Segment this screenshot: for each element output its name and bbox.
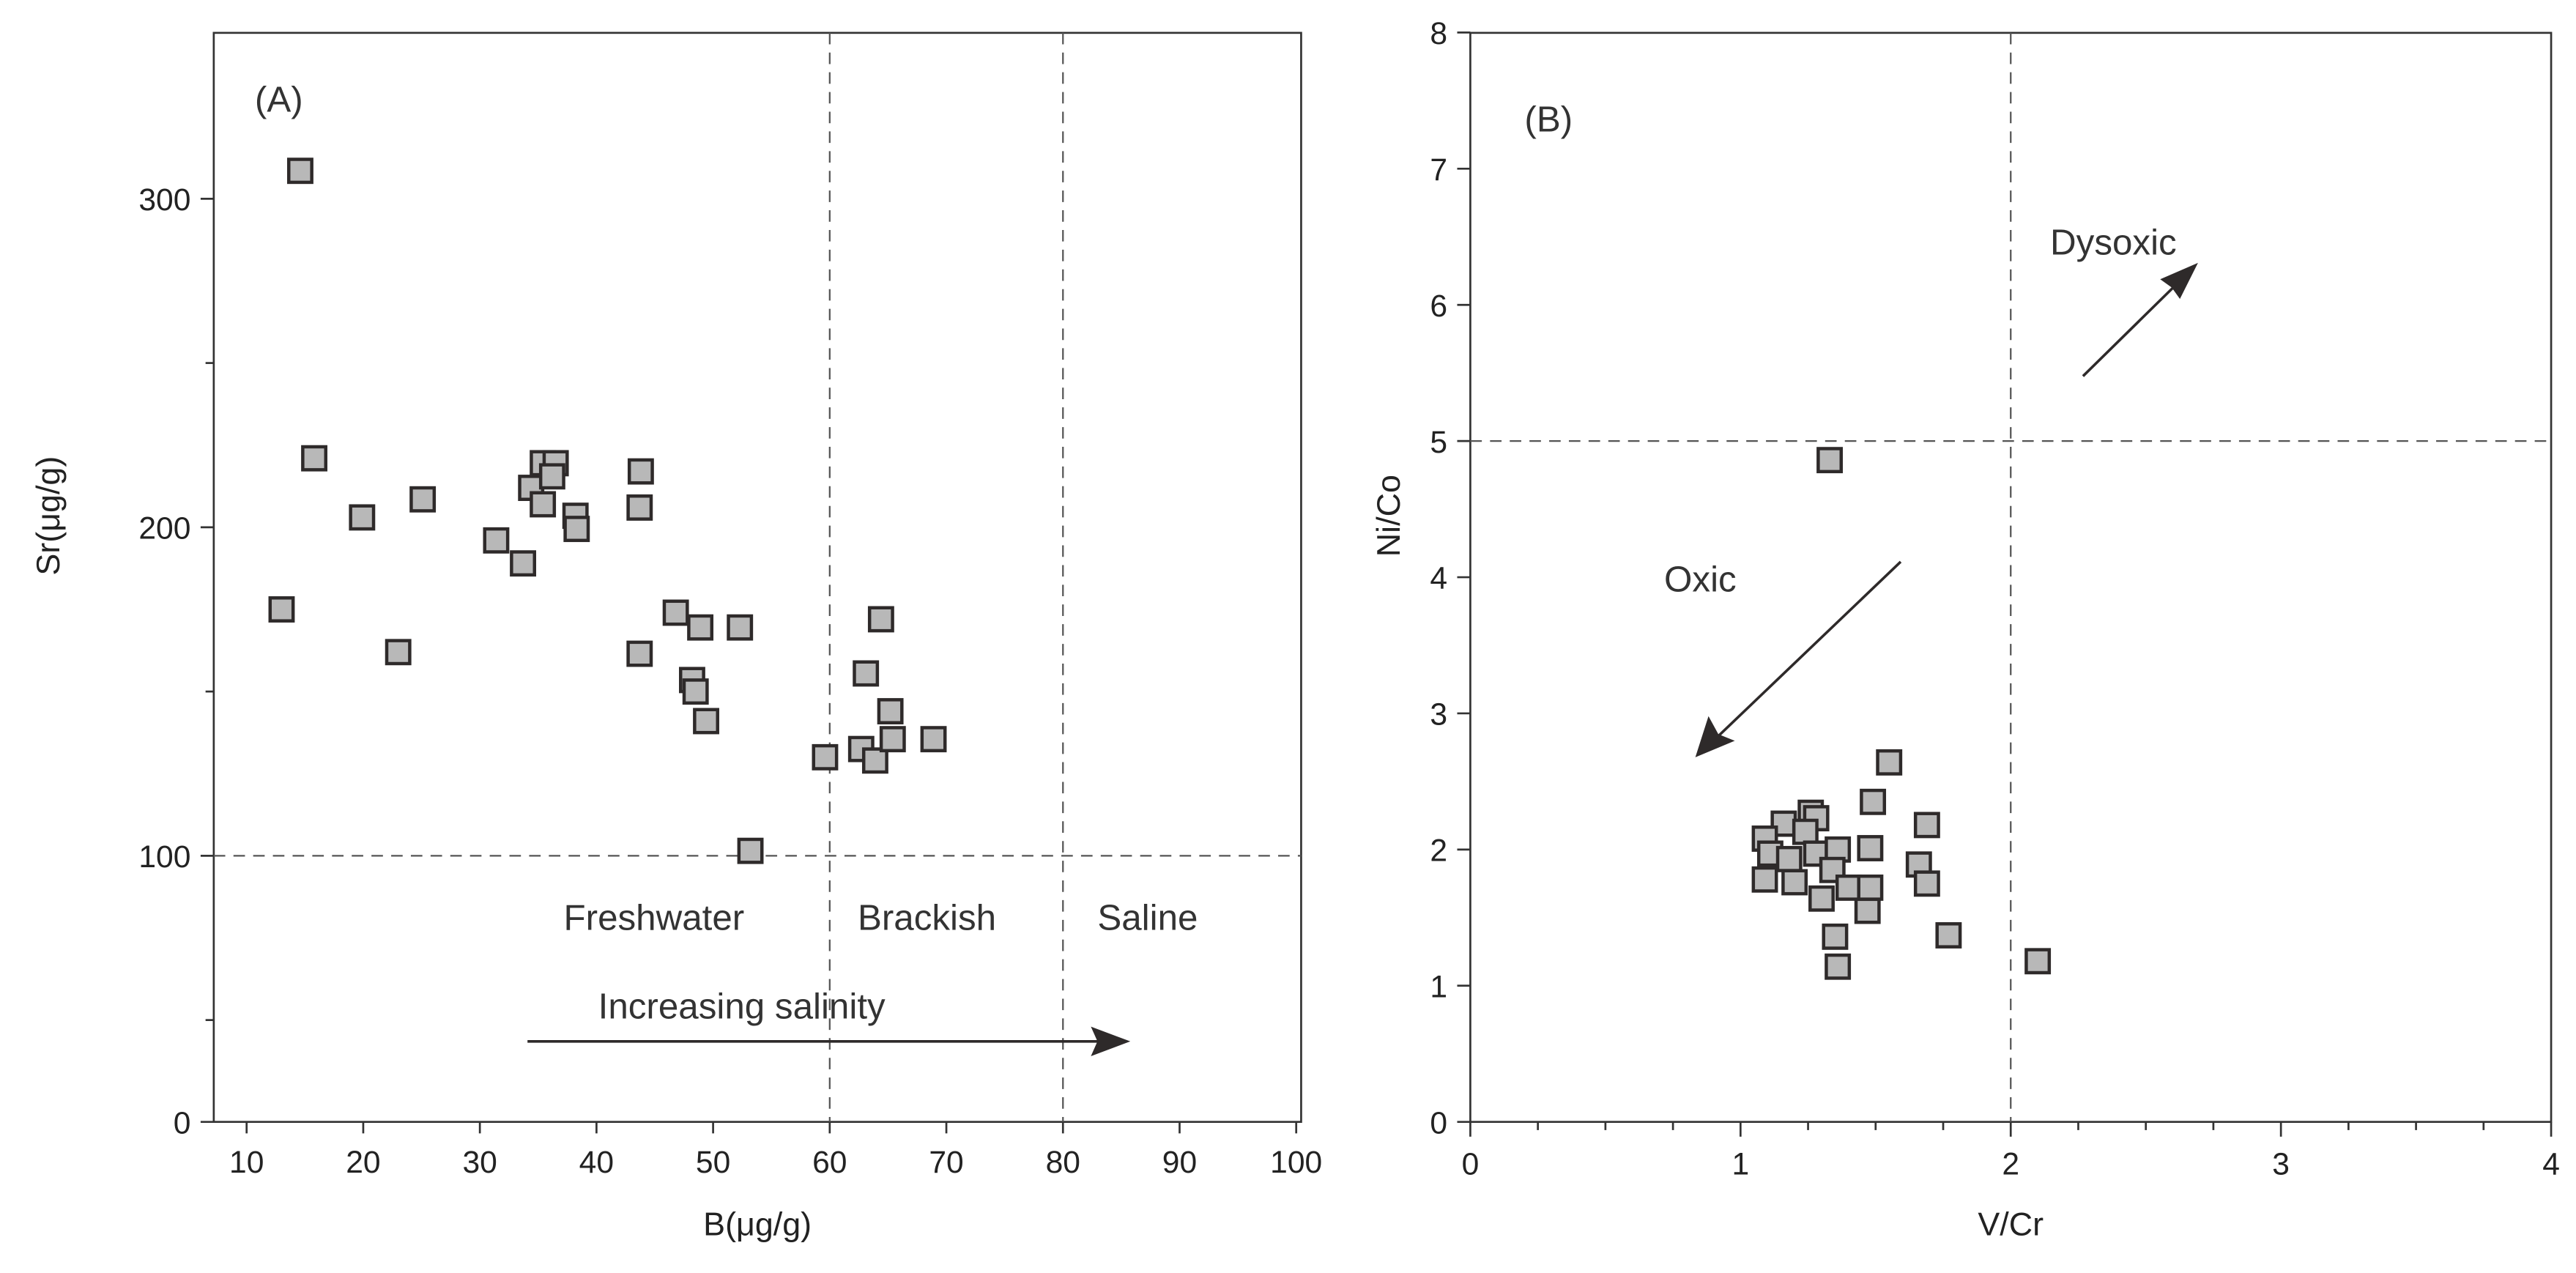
panel-b-data-point	[1857, 835, 1884, 861]
panel-b-data-point	[1913, 870, 1940, 897]
panel-a-data-point	[879, 726, 906, 753]
brackish-label: Brackish	[858, 897, 996, 938]
panel-b-data-point	[1835, 874, 1862, 901]
panel-b-y-tick-label: 4	[1430, 561, 1447, 596]
panel-a-x-tick-label: 80	[1046, 1145, 1080, 1180]
panel-a-x-tick-label: 100	[1270, 1145, 1322, 1180]
panel-b-data-point	[1751, 866, 1778, 893]
panel-a-data-point	[563, 516, 590, 543]
panel-a-data-point	[626, 494, 653, 521]
panel-b-data-point	[1825, 953, 1852, 980]
panel-a-data-point	[530, 491, 557, 518]
panel-a-data-point	[861, 747, 888, 774]
panel-b-x-tick-label: 4	[2542, 1146, 2560, 1181]
panel-b-y-tick-label: 6	[1430, 289, 1447, 324]
panel-a-x-tick-label: 70	[929, 1145, 963, 1180]
panel-b-reference-lines	[1470, 32, 2552, 1122]
dysoxic-label: Dysoxic	[2050, 223, 2177, 263]
panel-a-data-point	[349, 504, 376, 531]
freshwater-label: Freshwater	[564, 897, 745, 938]
panel-a-data-point	[627, 458, 654, 485]
panel-b-x-tick-label: 2	[2002, 1146, 2019, 1181]
panel-a-data-point	[687, 614, 714, 641]
oxic-label: Oxic	[1664, 559, 1737, 599]
panel-a-x-tick-label: 20	[346, 1145, 380, 1180]
panel-b-y-tick-label: 0	[1430, 1105, 1447, 1140]
panel-a-y-tick-label: 200	[138, 511, 190, 546]
panel-b-data-point	[2024, 948, 2052, 975]
panel-a-x-tick-label: 60	[812, 1145, 847, 1180]
panel-a-x-axis-title: B(μg/g)	[703, 1205, 812, 1242]
panel-a-data-point	[662, 599, 689, 626]
panel-a-data-point	[737, 837, 764, 864]
panel-a-data-point	[268, 596, 295, 623]
panel-a-data-point	[867, 606, 894, 633]
panel-a-data-point	[812, 743, 839, 771]
panel-a-x-tick-label: 30	[462, 1145, 497, 1180]
panel-b-data-point	[1781, 869, 1808, 896]
panel-a-x-tick-label: 50	[696, 1145, 730, 1180]
panel-b-data-point	[1854, 897, 1881, 924]
panel-a-x-tick-label: 10	[229, 1145, 264, 1180]
panel-b-x-tick-label: 0	[1462, 1146, 1480, 1181]
panel-b-data-point	[1775, 845, 1803, 872]
panel-a-data-point	[287, 157, 313, 185]
saline-label: Saline	[1097, 897, 1198, 938]
panel-a-label: (A)	[255, 79, 303, 119]
panel-b-y-tick-label: 1	[1430, 969, 1447, 1004]
panel-a-data-point	[853, 660, 880, 687]
panel-a-x-tick-label: 90	[1162, 1145, 1197, 1180]
panel-b-data-point	[1770, 810, 1797, 837]
panel-b-y-tick-label: 7	[1430, 152, 1447, 188]
panel-a-points	[268, 157, 947, 864]
panel-a-reference-lines	[213, 32, 1302, 1122]
panel-b-data-point	[1808, 885, 1835, 912]
panel-b-x-axis-title: V/Cr	[1978, 1205, 2044, 1242]
panel-b-label: (B)	[1524, 99, 1573, 139]
panel-a-ticks: 10 20 30 40 50 60 70 80 90 100 0 100 200 300	[138, 182, 1322, 1180]
panel-a-data-point	[727, 614, 754, 641]
panel-b-points	[1751, 447, 2052, 980]
panel-b-data-point	[1816, 447, 1844, 474]
salinity-arrow-icon	[527, 1026, 1131, 1056]
panel-a-y-axis-title: Sr(μg/g)	[29, 456, 67, 576]
panel-a-data-point	[510, 550, 537, 577]
panel-b-data-point	[1860, 788, 1887, 815]
panel-a-sr-vs-b: 10 20 30 40 50 60 70 80 90 100 0 100 200 300 (A) Fres…	[29, 31, 1322, 1242]
panel-b-x-tick-label: 1	[1731, 1146, 1749, 1181]
panel-b-data-point	[1792, 818, 1819, 845]
panel-a-data-point	[682, 678, 709, 705]
panel-a-y-tick-label: 0	[174, 1105, 191, 1140]
panel-b-y-tick-label: 8	[1430, 16, 1447, 51]
panel-a-data-point	[385, 639, 412, 666]
panel-b-data-point	[1913, 812, 1940, 839]
panel-b-nico-vs-vcr: 0 1 2 3 4 0 1 2 3 4 5 6 7 8 (B) Dysoxic Oxic V/Cr Ni/…	[1370, 16, 2560, 1242]
panel-a-y-tick-label: 300	[138, 182, 190, 218]
increasing-salinity-label: Increasing salinity	[598, 986, 886, 1026]
panel-b-data-point	[1822, 923, 1849, 950]
panel-b-x-tick-label: 3	[2272, 1146, 2290, 1181]
panel-a-y-tick-label: 100	[138, 839, 190, 875]
panel-a-data-point	[920, 726, 947, 753]
panel-a-data-point	[409, 486, 437, 513]
panel-b-y-tick-label: 3	[1430, 697, 1447, 732]
panel-b-data-point	[1935, 922, 1962, 949]
panel-b-data-point	[1876, 749, 1903, 776]
panel-a-data-point	[877, 698, 904, 724]
panel-a-data-point	[538, 463, 565, 490]
panel-b-y-tick-label: 2	[1430, 834, 1447, 869]
panel-a-data-point	[693, 708, 719, 735]
panel-a-data-point	[483, 527, 510, 554]
dysoxic-arrow-icon	[2082, 262, 2198, 377]
panel-a-data-point	[626, 640, 653, 667]
panel-a-plot-frame	[212, 31, 1302, 1124]
panel-b-y-axis-title: Ni/Co	[1370, 475, 1407, 557]
panel-a-x-tick-label: 40	[579, 1145, 614, 1180]
panel-b-data-point	[1857, 874, 1884, 901]
panel-a-data-point	[301, 445, 327, 472]
panel-b-y-tick-label: 5	[1430, 425, 1447, 460]
panel-b-ticks: 0 1 2 3 4 0 1 2 3 4 5 6 7 8	[1430, 16, 2560, 1181]
